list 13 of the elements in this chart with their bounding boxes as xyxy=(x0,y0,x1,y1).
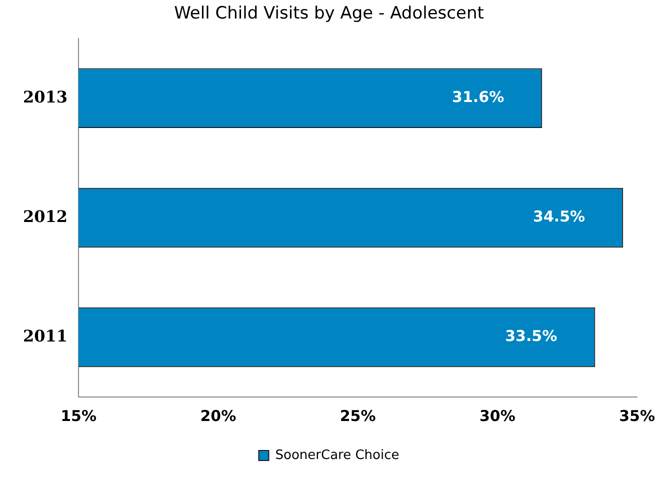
chart-title: Well Child Visits by Age - Adolescent xyxy=(174,4,484,24)
x-tick-label: 35% xyxy=(619,406,655,425)
data-label: 33.5% xyxy=(505,327,558,346)
y-tick-label: 2012 xyxy=(23,206,68,226)
y-tick-label: 2011 xyxy=(23,326,68,346)
x-tick-label: 30% xyxy=(479,406,516,425)
x-tick-label: 25% xyxy=(340,406,376,425)
data-label: 34.5% xyxy=(533,208,586,226)
x-tick-label: 15% xyxy=(60,406,96,425)
y-tick-label: 2013 xyxy=(23,87,68,106)
x-tick-label: 20% xyxy=(200,406,236,425)
data-label: 31.6% xyxy=(452,88,504,106)
legend-label: SoonerCare Choice xyxy=(275,448,400,463)
